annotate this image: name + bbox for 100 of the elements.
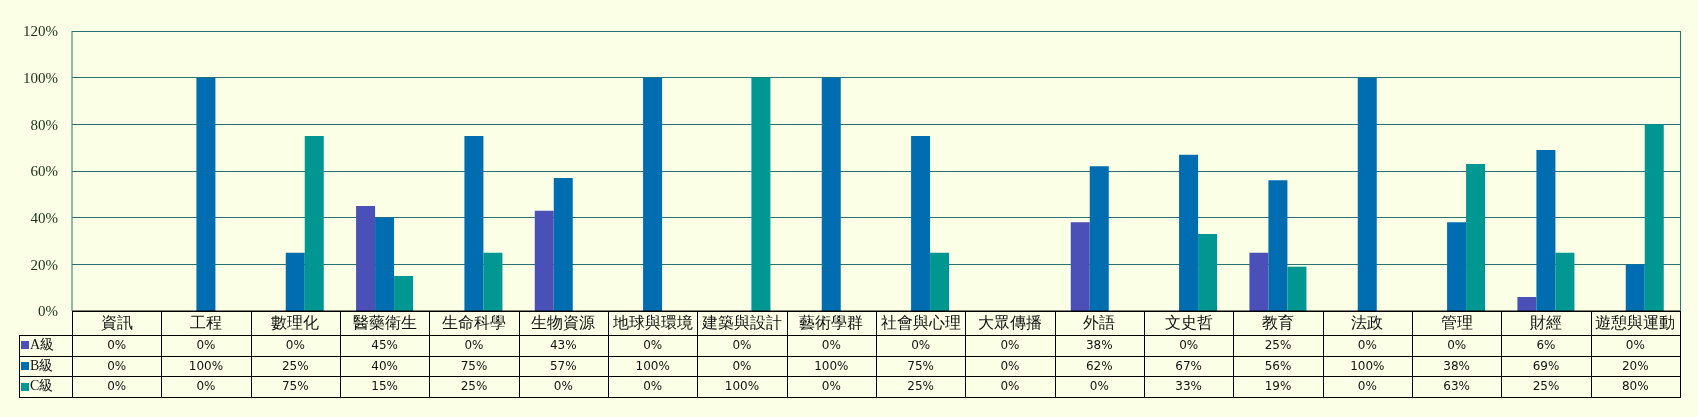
data-label: 25% bbox=[459, 378, 489, 396]
bar bbox=[1287, 266, 1307, 311]
data-label: 0% bbox=[195, 378, 217, 396]
data-label: 0% bbox=[642, 337, 664, 354]
data-label: 15% bbox=[370, 378, 399, 396]
bar bbox=[1466, 164, 1486, 311]
bar bbox=[1198, 234, 1218, 311]
data-label: 0% bbox=[284, 337, 306, 354]
y-tick-label: 20% bbox=[30, 256, 58, 273]
data-label: 100% bbox=[723, 378, 761, 396]
bar bbox=[394, 276, 414, 311]
data-label: 20% bbox=[1621, 357, 1650, 375]
data-label: 0% bbox=[731, 357, 753, 375]
bar bbox=[1447, 222, 1467, 311]
data-label: 40% bbox=[370, 357, 399, 375]
data-label: 38% bbox=[1442, 357, 1471, 375]
x-tick-label: 生命科學 bbox=[441, 313, 507, 333]
bar bbox=[643, 77, 663, 311]
y-tick-label: 0% bbox=[38, 303, 58, 320]
data-label: 0% bbox=[552, 378, 574, 396]
bar bbox=[751, 77, 771, 311]
data-label: 69% bbox=[1531, 357, 1561, 375]
bar bbox=[1070, 222, 1090, 311]
data-label: 0% bbox=[1088, 378, 1110, 396]
bar bbox=[911, 136, 931, 311]
data-label: 33% bbox=[1174, 378, 1203, 396]
bar bbox=[1536, 150, 1556, 311]
x-tick-label: 社會與心理 bbox=[879, 313, 962, 333]
x-tick-label: 管理 bbox=[1439, 313, 1474, 333]
data-label: 19% bbox=[1263, 378, 1293, 396]
data-label: 0% bbox=[820, 378, 842, 396]
data-label: 80% bbox=[1621, 378, 1650, 396]
bar bbox=[285, 252, 305, 311]
bar bbox=[1357, 77, 1377, 311]
x-tick-label: 大眾傳播 bbox=[977, 313, 1043, 333]
bar bbox=[1089, 166, 1109, 311]
x-tick-label: 財經 bbox=[1529, 313, 1563, 333]
data-label: 56% bbox=[1263, 357, 1293, 375]
data-label: 75% bbox=[906, 357, 935, 375]
data-label: 75% bbox=[281, 378, 310, 396]
bar bbox=[930, 252, 950, 311]
data-label: 0% bbox=[642, 378, 664, 396]
x-tick-label: 外語 bbox=[1082, 313, 1117, 333]
data-label: 0% bbox=[106, 378, 128, 396]
bar bbox=[1517, 297, 1537, 311]
data-label: 0% bbox=[195, 337, 217, 354]
y-tick-label: 60% bbox=[30, 163, 58, 180]
data-label: 0% bbox=[106, 357, 128, 375]
x-tick-label: 藝術學群 bbox=[798, 313, 865, 333]
data-label: 100% bbox=[634, 357, 671, 375]
data-label: 0% bbox=[731, 337, 753, 354]
data-label: 0% bbox=[463, 337, 485, 354]
x-tick-label: 教育 bbox=[1261, 313, 1295, 333]
bar bbox=[1249, 252, 1269, 311]
data-label: 67% bbox=[1174, 357, 1203, 375]
bar bbox=[483, 252, 503, 311]
y-tick-label: 100% bbox=[23, 69, 58, 86]
legend-label: C級 bbox=[30, 377, 54, 396]
x-tick-label: 工程 bbox=[189, 313, 223, 333]
data-label: 0% bbox=[1446, 337, 1468, 354]
data-label: 75% bbox=[459, 357, 489, 375]
bar bbox=[356, 206, 376, 311]
data-label: 0% bbox=[1624, 337, 1646, 354]
data-label: 0% bbox=[1356, 337, 1378, 354]
legend-label: B級 bbox=[30, 356, 54, 375]
bar bbox=[553, 178, 573, 311]
data-label: 25% bbox=[906, 378, 935, 396]
bar bbox=[821, 77, 841, 311]
bar bbox=[304, 136, 324, 311]
y-tick-label: 120% bbox=[23, 23, 58, 40]
data-label: 0% bbox=[999, 337, 1021, 354]
x-tick-label: 文史哲 bbox=[1163, 313, 1214, 333]
bar bbox=[534, 210, 554, 311]
x-tick-label: 地球與環境 bbox=[611, 313, 694, 333]
data-label: 6% bbox=[1535, 337, 1557, 354]
data-label: 0% bbox=[820, 337, 842, 354]
data-label: 25% bbox=[1531, 378, 1561, 396]
data-label: 25% bbox=[1263, 337, 1293, 354]
data-label: 25% bbox=[281, 357, 310, 375]
data-label: 100% bbox=[1349, 357, 1386, 375]
data-label: 45% bbox=[370, 337, 399, 354]
bar bbox=[464, 136, 484, 311]
bar bbox=[375, 217, 395, 311]
data-label: 43% bbox=[549, 337, 578, 354]
x-tick-label: 法政 bbox=[1350, 313, 1385, 333]
data-label: 38% bbox=[1085, 337, 1114, 354]
x-tick-label: 遊憩與運動 bbox=[1594, 313, 1677, 333]
bar bbox=[196, 77, 216, 311]
x-tick-label: 建築與設計 bbox=[701, 313, 783, 333]
x-tick-label: 生物資源 bbox=[530, 313, 597, 333]
data-label: 0% bbox=[1178, 337, 1200, 354]
data-label: 0% bbox=[999, 378, 1021, 396]
data-label: 62% bbox=[1085, 357, 1114, 375]
data-label: 100% bbox=[187, 357, 225, 375]
data-label: 63% bbox=[1442, 378, 1471, 396]
data-label: 0% bbox=[910, 337, 932, 354]
x-tick-label: 資訊 bbox=[99, 313, 134, 333]
data-label: 0% bbox=[1356, 378, 1378, 396]
data-label: 0% bbox=[106, 337, 128, 354]
data-label: 0% bbox=[999, 357, 1021, 375]
